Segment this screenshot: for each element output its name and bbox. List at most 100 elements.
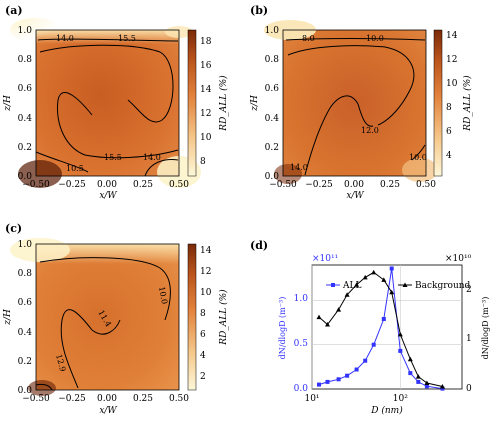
colorbar-tick: 12 <box>200 267 211 277</box>
panel-b-label: (b) <box>250 4 268 17</box>
data-point-background <box>371 269 377 275</box>
right-axis: 0 1 2 ×10¹⁰ dN/dlogD (m⁻³) <box>445 254 490 394</box>
colorbar-tick: 6 <box>446 127 452 137</box>
colorbar-b: 4 6 8 10 12 14 RD_ALL (%) <box>433 29 473 177</box>
x-tick-label: 0.25 <box>380 180 400 190</box>
y-tick-label: 0.4 <box>265 114 280 124</box>
data-point-all <box>345 373 350 378</box>
colorbar-tick: 4 <box>446 151 452 161</box>
x-axis-label: x/W <box>346 191 364 201</box>
colorbar-tick: 14 <box>200 246 212 256</box>
y-tick-label: 1.0 <box>18 26 33 36</box>
panel-a-label: (a) <box>5 4 23 17</box>
contour-label: 14.0 <box>143 153 161 162</box>
data-point-background <box>336 307 342 312</box>
x-tick-label: −0.50 <box>22 180 50 190</box>
colorbar-tick: 4 <box>200 351 206 361</box>
contours-b <box>285 38 426 176</box>
legend-label-all: ALL <box>342 281 361 291</box>
colorbar-tick: 12 <box>446 55 457 65</box>
data-point-background <box>316 314 322 320</box>
contour-label: 10.0 <box>366 34 384 43</box>
x-tick-label: 0.50 <box>416 180 436 190</box>
contour-label: 8.0 <box>302 34 315 43</box>
contour-labels-b: 8.0 10.0 12.0 14.0 10.0 <box>290 34 427 172</box>
contour-labels-a: 14.0 15.5 15.5 10.5 14.0 <box>56 34 161 173</box>
data-point-background <box>439 384 445 389</box>
y-tick-label: 1.0 <box>265 26 280 36</box>
x-tick-label: 0.00 <box>344 180 364 190</box>
colorbar-c: 2 4 6 8 10 12 14 RD_ALL (%) <box>187 243 229 391</box>
data-point-all <box>371 342 376 347</box>
left-y-tick-label: 0.0 <box>294 384 309 394</box>
y-tick-label: 1.0 <box>18 240 33 250</box>
data-point-all <box>354 367 359 372</box>
panel-b: (b) 8.0 10.0 12.0 14.0 10.0 −0.50 −0.25 … <box>250 4 473 201</box>
axes-frame <box>282 29 427 177</box>
axes-frame <box>35 29 180 177</box>
right-axis-multiplier: ×10¹⁰ <box>445 254 472 264</box>
series-line-background <box>318 271 443 387</box>
data-point-background <box>424 380 430 385</box>
contour-label: 12.9 <box>54 353 67 373</box>
x-axis-b: −0.50 −0.25 0.00 0.25 0.50 x/W <box>269 180 436 201</box>
x-tick-label: 10² <box>393 394 408 404</box>
x-axis-label: x/W <box>99 406 117 416</box>
colorbar-tick: 14 <box>200 85 212 95</box>
data-point-all <box>317 382 321 387</box>
colorbar-tick: 8 <box>446 103 452 113</box>
x-tick-label: −0.25 <box>58 180 86 190</box>
x-tick-label: −0.25 <box>58 394 86 404</box>
x-tick-label: 0.50 <box>169 394 189 404</box>
colorbar-label: RD_ALL (%) <box>218 289 229 346</box>
contours-a <box>35 38 179 177</box>
y-axis-c: 0.0 0.2 0.4 0.6 0.8 1.0 z/H <box>3 240 32 396</box>
y-axis-label: z/H <box>3 95 13 112</box>
legend-marker-background <box>402 282 408 287</box>
right-y-tick-label: 0 <box>466 384 472 394</box>
heatmap-c <box>10 238 179 396</box>
right-y-tick-label: 2 <box>466 285 472 295</box>
colorbar-tick: 10 <box>200 133 212 143</box>
panel-a: (a) 14.0 15.5 15.5 10.5 14.0 −0.50 −0.25 <box>3 4 229 201</box>
y-tick-label: 0.2 <box>18 357 32 367</box>
data-point-all <box>363 358 368 363</box>
colorbar-tick: 8 <box>200 309 206 319</box>
y-tick-label: 0.4 <box>18 114 33 124</box>
data-point-background <box>325 322 330 327</box>
data-point-background <box>354 282 360 287</box>
x-tick-label: 10¹ <box>304 394 319 404</box>
colorbar-tick: 14 <box>446 31 458 41</box>
y-tick-label: 0.8 <box>18 55 33 65</box>
colorbar-label: RD_ALL (%) <box>462 75 473 132</box>
left-y-tick-label: 0.5 <box>294 339 309 349</box>
x-tick-label: 0.50 <box>169 180 189 190</box>
contour-label: 10.5 <box>66 164 84 173</box>
colorbar-label: RD_ALL (%) <box>218 75 229 132</box>
data-point-background <box>362 274 368 280</box>
y-tick-label: 0.8 <box>265 55 280 65</box>
data-point-all <box>336 377 341 382</box>
legend-marker-all <box>331 283 335 287</box>
contours-c <box>35 257 171 391</box>
x-axis-c: −0.50 −0.25 0.00 0.25 0.50 x/W <box>22 394 189 416</box>
colorbar-tick: 10 <box>446 79 458 89</box>
legend: ALL Background <box>326 281 471 291</box>
y-tick-label: 0.2 <box>18 143 32 153</box>
left-axis: 0.0 0.5 1.0 ×10¹¹ dN/dlogD (m⁻³) <box>278 254 338 394</box>
left-y-tick-label: 1.0 <box>294 294 309 304</box>
x-axis-label: x/W <box>99 191 117 201</box>
data-point-background <box>397 331 403 337</box>
y-tick-label: 0.0 <box>18 386 33 396</box>
panel-d-label: (d) <box>250 239 268 252</box>
contour-label: 12.0 <box>361 126 379 135</box>
y-tick-label: 0.2 <box>265 143 279 153</box>
panel-c: (c) 10.0 11.4 12.9 −0.50 −0.25 0.00 0.25… <box>3 222 229 416</box>
colorbar-tick: 6 <box>200 330 206 340</box>
x-tick-label: 0.00 <box>97 394 117 404</box>
x-tick-label: 0.00 <box>97 180 117 190</box>
data-point-all <box>416 379 421 384</box>
x-tick-label: −0.50 <box>22 394 50 404</box>
y-tick-label: 0.6 <box>265 84 280 94</box>
